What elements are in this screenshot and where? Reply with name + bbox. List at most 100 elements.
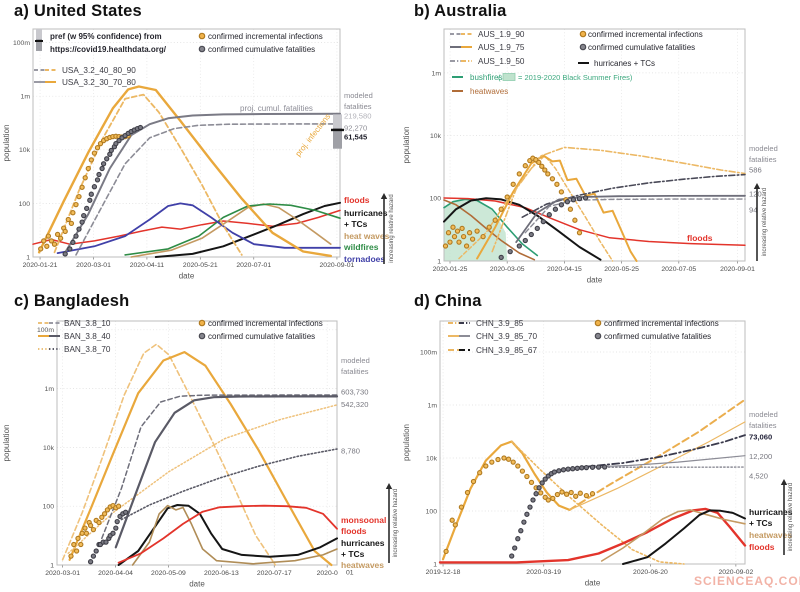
data-point <box>470 478 477 485</box>
data-point <box>113 525 119 531</box>
data-point <box>71 541 77 548</box>
plot-frame <box>443 28 746 262</box>
scatter-confirmed-incremental-infections <box>443 455 596 555</box>
x-tick-label: 2020-09-01 <box>320 262 355 269</box>
data-point <box>85 165 91 172</box>
data-point <box>589 464 596 470</box>
y-axis-label: population <box>402 424 411 461</box>
data-point <box>524 511 530 517</box>
series-proj-cumul-fatalities-usa-3-2-40-80-90 <box>75 123 341 256</box>
series-bushfires <box>443 198 539 257</box>
plot-frame <box>32 28 341 258</box>
x-tick-label: 2020-04-15 <box>547 266 582 273</box>
label-confirmed-incremental-infections: confirmed incremental infections <box>588 30 703 39</box>
label-https-covid19-healthdata-org: https://covid19.healthdata.org/ <box>50 45 167 54</box>
data-point <box>90 553 97 559</box>
plot-frame <box>56 320 338 566</box>
panel-united-states: a) United States 100m 1m 10k 100 1 2020-01-21… <box>0 0 400 290</box>
data-point <box>100 161 107 167</box>
data-point <box>576 195 583 202</box>
data-point <box>574 465 580 471</box>
x-axis-label: date <box>189 580 205 589</box>
label-modeled: modeled <box>749 144 778 153</box>
scatter-confirmed-incremental-infections <box>38 133 131 252</box>
series-ban-3-8-40-proj-infections <box>68 351 333 567</box>
scatter-confirmed-cumulative-fatalities <box>87 509 129 565</box>
series-hurricanes-tcs <box>117 504 338 566</box>
series-proj-cumul-fatalities-usa-3-2-30-70-80 <box>62 112 341 256</box>
data-point <box>510 459 516 465</box>
up-arrow-icon <box>385 483 393 489</box>
data-point <box>583 492 590 499</box>
y-axis-label: population <box>2 125 11 162</box>
watermark: SCIENCEAQ.COM <box>694 574 800 588</box>
series-usa-3-2-30-70-80-proj-infections <box>37 85 332 258</box>
data-point <box>449 517 455 523</box>
label-pref-w-95-confidence-from: pref (w 95% confidence) from <box>50 32 162 41</box>
data-point <box>554 491 561 498</box>
label-ban-3-8-40: BAN_3.8_40 <box>64 332 111 341</box>
data-point <box>73 233 79 239</box>
series-monsoonal-floods <box>117 504 338 564</box>
data-point <box>73 548 80 554</box>
data-point <box>572 217 578 223</box>
data-point <box>76 226 82 232</box>
data-point <box>558 189 565 195</box>
data-point <box>454 228 461 234</box>
x-tick-label: 2020-04-11 <box>130 262 164 269</box>
y-tick-label: 1 <box>26 254 30 261</box>
modeled-fatality-value: 8,780 <box>341 447 360 456</box>
data-point <box>570 197 577 203</box>
x-tick-label: 2020-03-01 <box>45 570 80 577</box>
y-tick-label: 100m <box>13 40 30 47</box>
y-tick-label: 100m <box>420 349 437 356</box>
x-tick-label: 2020-01-21 <box>23 262 58 269</box>
data-point <box>527 504 533 510</box>
legend-ci-glyph <box>36 29 42 39</box>
label-chn-3-9-85: CHN_3.9_85 <box>476 319 524 328</box>
hazard-arrow-label: increasing relative hazard <box>762 188 768 256</box>
data-point <box>96 519 102 526</box>
data-point <box>88 191 94 197</box>
data-point <box>495 456 501 463</box>
x-tick-label: 2020-09-02 <box>718 569 753 576</box>
label-heat-waves: heat waves <box>344 231 390 241</box>
data-point <box>483 463 489 469</box>
legend-marker-glyph <box>198 45 206 53</box>
data-point <box>451 233 458 240</box>
data-point <box>545 171 551 177</box>
label-tcs: + TCs <box>749 518 773 528</box>
data-point <box>536 159 542 166</box>
modeled-fatality-value: 12,200 <box>749 452 772 461</box>
label-confirmed-cumulative-fatalities: confirmed cumulative fatalities <box>208 332 315 341</box>
data-point <box>512 545 518 551</box>
data-point <box>521 519 527 525</box>
label-confirmed-incremental-infections: confirmed incremental infections <box>604 319 719 328</box>
series-chn-3-9-85-70-proj-infections <box>569 421 746 511</box>
data-point <box>540 218 546 225</box>
data-point <box>447 239 453 245</box>
panel-a-title: a) United States <box>14 2 142 20</box>
data-point <box>91 184 98 190</box>
label-hurricanes: hurricanes <box>749 507 793 517</box>
y-tick-label: 10k <box>426 455 438 462</box>
panel-d-title: d) China <box>414 292 482 310</box>
data-point <box>528 479 535 486</box>
y-axis-label: population <box>2 425 11 462</box>
x-tick-label: 2020-07-17 <box>257 570 292 577</box>
legend-swatch-glyph <box>502 73 516 81</box>
y-tick-label: 100 <box>426 508 438 515</box>
label-confirmed-cumulative-fatalities: confirmed cumulative fatalities <box>588 43 695 52</box>
data-point <box>489 459 495 465</box>
series-hurricanes-tcs <box>622 509 746 565</box>
series-hurricanes-tcs <box>443 197 602 261</box>
label-modeled: modeled <box>749 410 778 419</box>
label-floods: floods <box>344 195 370 205</box>
data-point <box>480 233 486 240</box>
label-aus-1-9-50: AUS_1.9_50 <box>478 57 525 66</box>
data-point <box>559 489 565 495</box>
data-point <box>498 206 504 212</box>
data-point <box>498 254 504 261</box>
